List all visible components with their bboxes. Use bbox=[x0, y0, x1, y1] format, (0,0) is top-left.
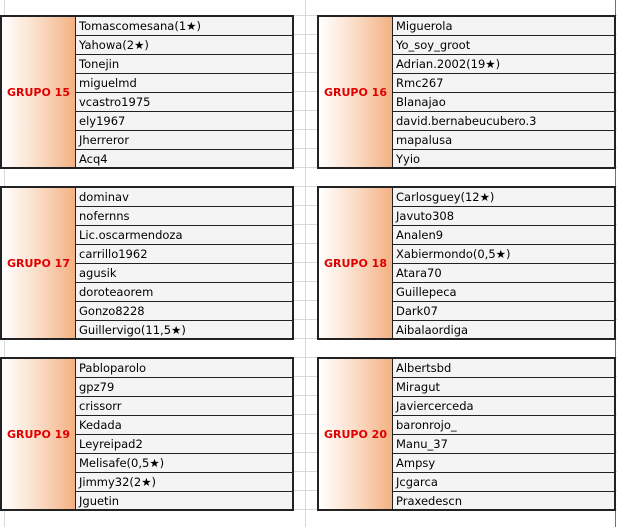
member-name: Analen9 bbox=[393, 226, 614, 245]
member-name: Miragut bbox=[393, 378, 614, 397]
member-name: Praxedescn bbox=[396, 494, 463, 508]
member-name: crissorr bbox=[76, 397, 292, 416]
member-name: Acq4 bbox=[79, 152, 108, 166]
member-name: baronrojo_ bbox=[393, 416, 614, 435]
member-name: Kedada bbox=[76, 416, 292, 435]
member-name: Javuto308 bbox=[393, 207, 614, 226]
group-label: GRUPO 17 bbox=[2, 188, 76, 338]
member-name: Manu_37 bbox=[393, 435, 614, 454]
member-name: Yahowa(2★) bbox=[76, 36, 292, 55]
member-name: Jcgarca bbox=[393, 473, 614, 492]
group-label: GRUPO 16 bbox=[319, 17, 393, 167]
member-name: Pabloparolo bbox=[76, 359, 292, 378]
member-name: Rmc267 bbox=[393, 74, 614, 93]
group-label: GRUPO 15 bbox=[2, 17, 76, 167]
member-name: Jimmy32(2★) bbox=[76, 473, 292, 492]
member-name: Albertsbd bbox=[393, 359, 614, 378]
group-table: GRUPO 19 Pabloparolo gpz79 crissorr Kedada Le… bbox=[0, 357, 294, 511]
member-name: miguelmd bbox=[76, 74, 292, 93]
group-table: GRUPO 20 Albertsbd Miragut Javiercerceda bar… bbox=[317, 357, 616, 511]
member-name: agusik bbox=[76, 264, 292, 283]
member-name: Lic.oscarmendoza bbox=[76, 226, 292, 245]
member-name: Leyreipad2 bbox=[76, 435, 292, 454]
member-name: david.bernabeucubero.3 bbox=[393, 112, 614, 131]
member-name: Tonejin bbox=[76, 55, 292, 74]
member-name: gpz79 bbox=[76, 378, 292, 397]
member-name: Yyio bbox=[396, 152, 421, 166]
member-name: Javiercerceda bbox=[393, 397, 614, 416]
member-name: Aibalaordiga bbox=[396, 323, 469, 337]
group-label: GRUPO 19 bbox=[2, 359, 76, 509]
group-table: GRUPO 15 Tomascomesana(1★) Yahowa(2★) Tonej… bbox=[0, 15, 294, 169]
member-name: nofernns bbox=[76, 207, 292, 226]
group-label: GRUPO 18 bbox=[319, 188, 393, 338]
member-name: mapalusa bbox=[393, 131, 614, 150]
grid-line bbox=[305, 0, 306, 527]
member-name: ely1967 bbox=[76, 112, 292, 131]
member-name: Guillepeca bbox=[393, 283, 614, 302]
member-name: carrillo1962 bbox=[76, 245, 292, 264]
group-label: GRUPO 20 bbox=[319, 359, 393, 509]
member-name: Guillervigo(11,5★) bbox=[79, 323, 186, 337]
member-name: Melisafe(0,5★) bbox=[76, 454, 292, 473]
member-name: Yo_soy_groot bbox=[393, 36, 614, 55]
member-name: Tomascomesana(1★) bbox=[76, 17, 292, 36]
member-name: vcastro1975 bbox=[76, 93, 292, 112]
group-table: GRUPO 17 dominav nofernns Lic.oscarmendoza c… bbox=[0, 186, 294, 340]
member-name: Dark07 bbox=[393, 302, 614, 321]
member-name: Ampsy bbox=[393, 454, 614, 473]
group-table: GRUPO 18 Carlosguey(12★) Javuto308 Analen9 X… bbox=[317, 186, 616, 340]
member-name: Jguetin bbox=[79, 494, 120, 508]
member-name: Adrian.2002(19★) bbox=[393, 55, 614, 74]
member-name: Miguerola bbox=[393, 17, 614, 36]
member-name: Xabiermondo(0,5★) bbox=[393, 245, 614, 264]
member-name: Atara70 bbox=[393, 264, 614, 283]
member-name: Blanajao bbox=[393, 93, 614, 112]
group-table: GRUPO 16 Miguerola Yo_soy_groot Adrian.2002… bbox=[317, 15, 616, 169]
member-name: dominav bbox=[76, 188, 292, 207]
member-name: Gonzo8228 bbox=[76, 302, 292, 321]
member-name: Carlosguey(12★) bbox=[393, 188, 614, 207]
member-name: doroteaorem bbox=[76, 283, 292, 302]
member-name: Jherreror bbox=[76, 131, 292, 150]
